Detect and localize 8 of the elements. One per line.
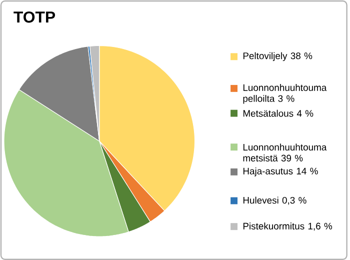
legend-label: Metsätalous 4 % bbox=[243, 110, 314, 117]
legend-label: Peltoviljely 38 % bbox=[243, 52, 312, 61]
legend-label: Luonnonhuuhtouma metsistä 39 % bbox=[243, 143, 327, 162]
legend-label: Luonnonhuuhtouma pelloilta 3 % bbox=[243, 84, 327, 104]
legend-label: Hulevesi 0,3 % bbox=[243, 196, 306, 205]
legend-label: Pistekuormitus 1,6 % bbox=[243, 222, 332, 230]
legend-label: Haja-asutus 14 % bbox=[243, 167, 318, 176]
chart-title: TOTP bbox=[14, 11, 56, 23]
